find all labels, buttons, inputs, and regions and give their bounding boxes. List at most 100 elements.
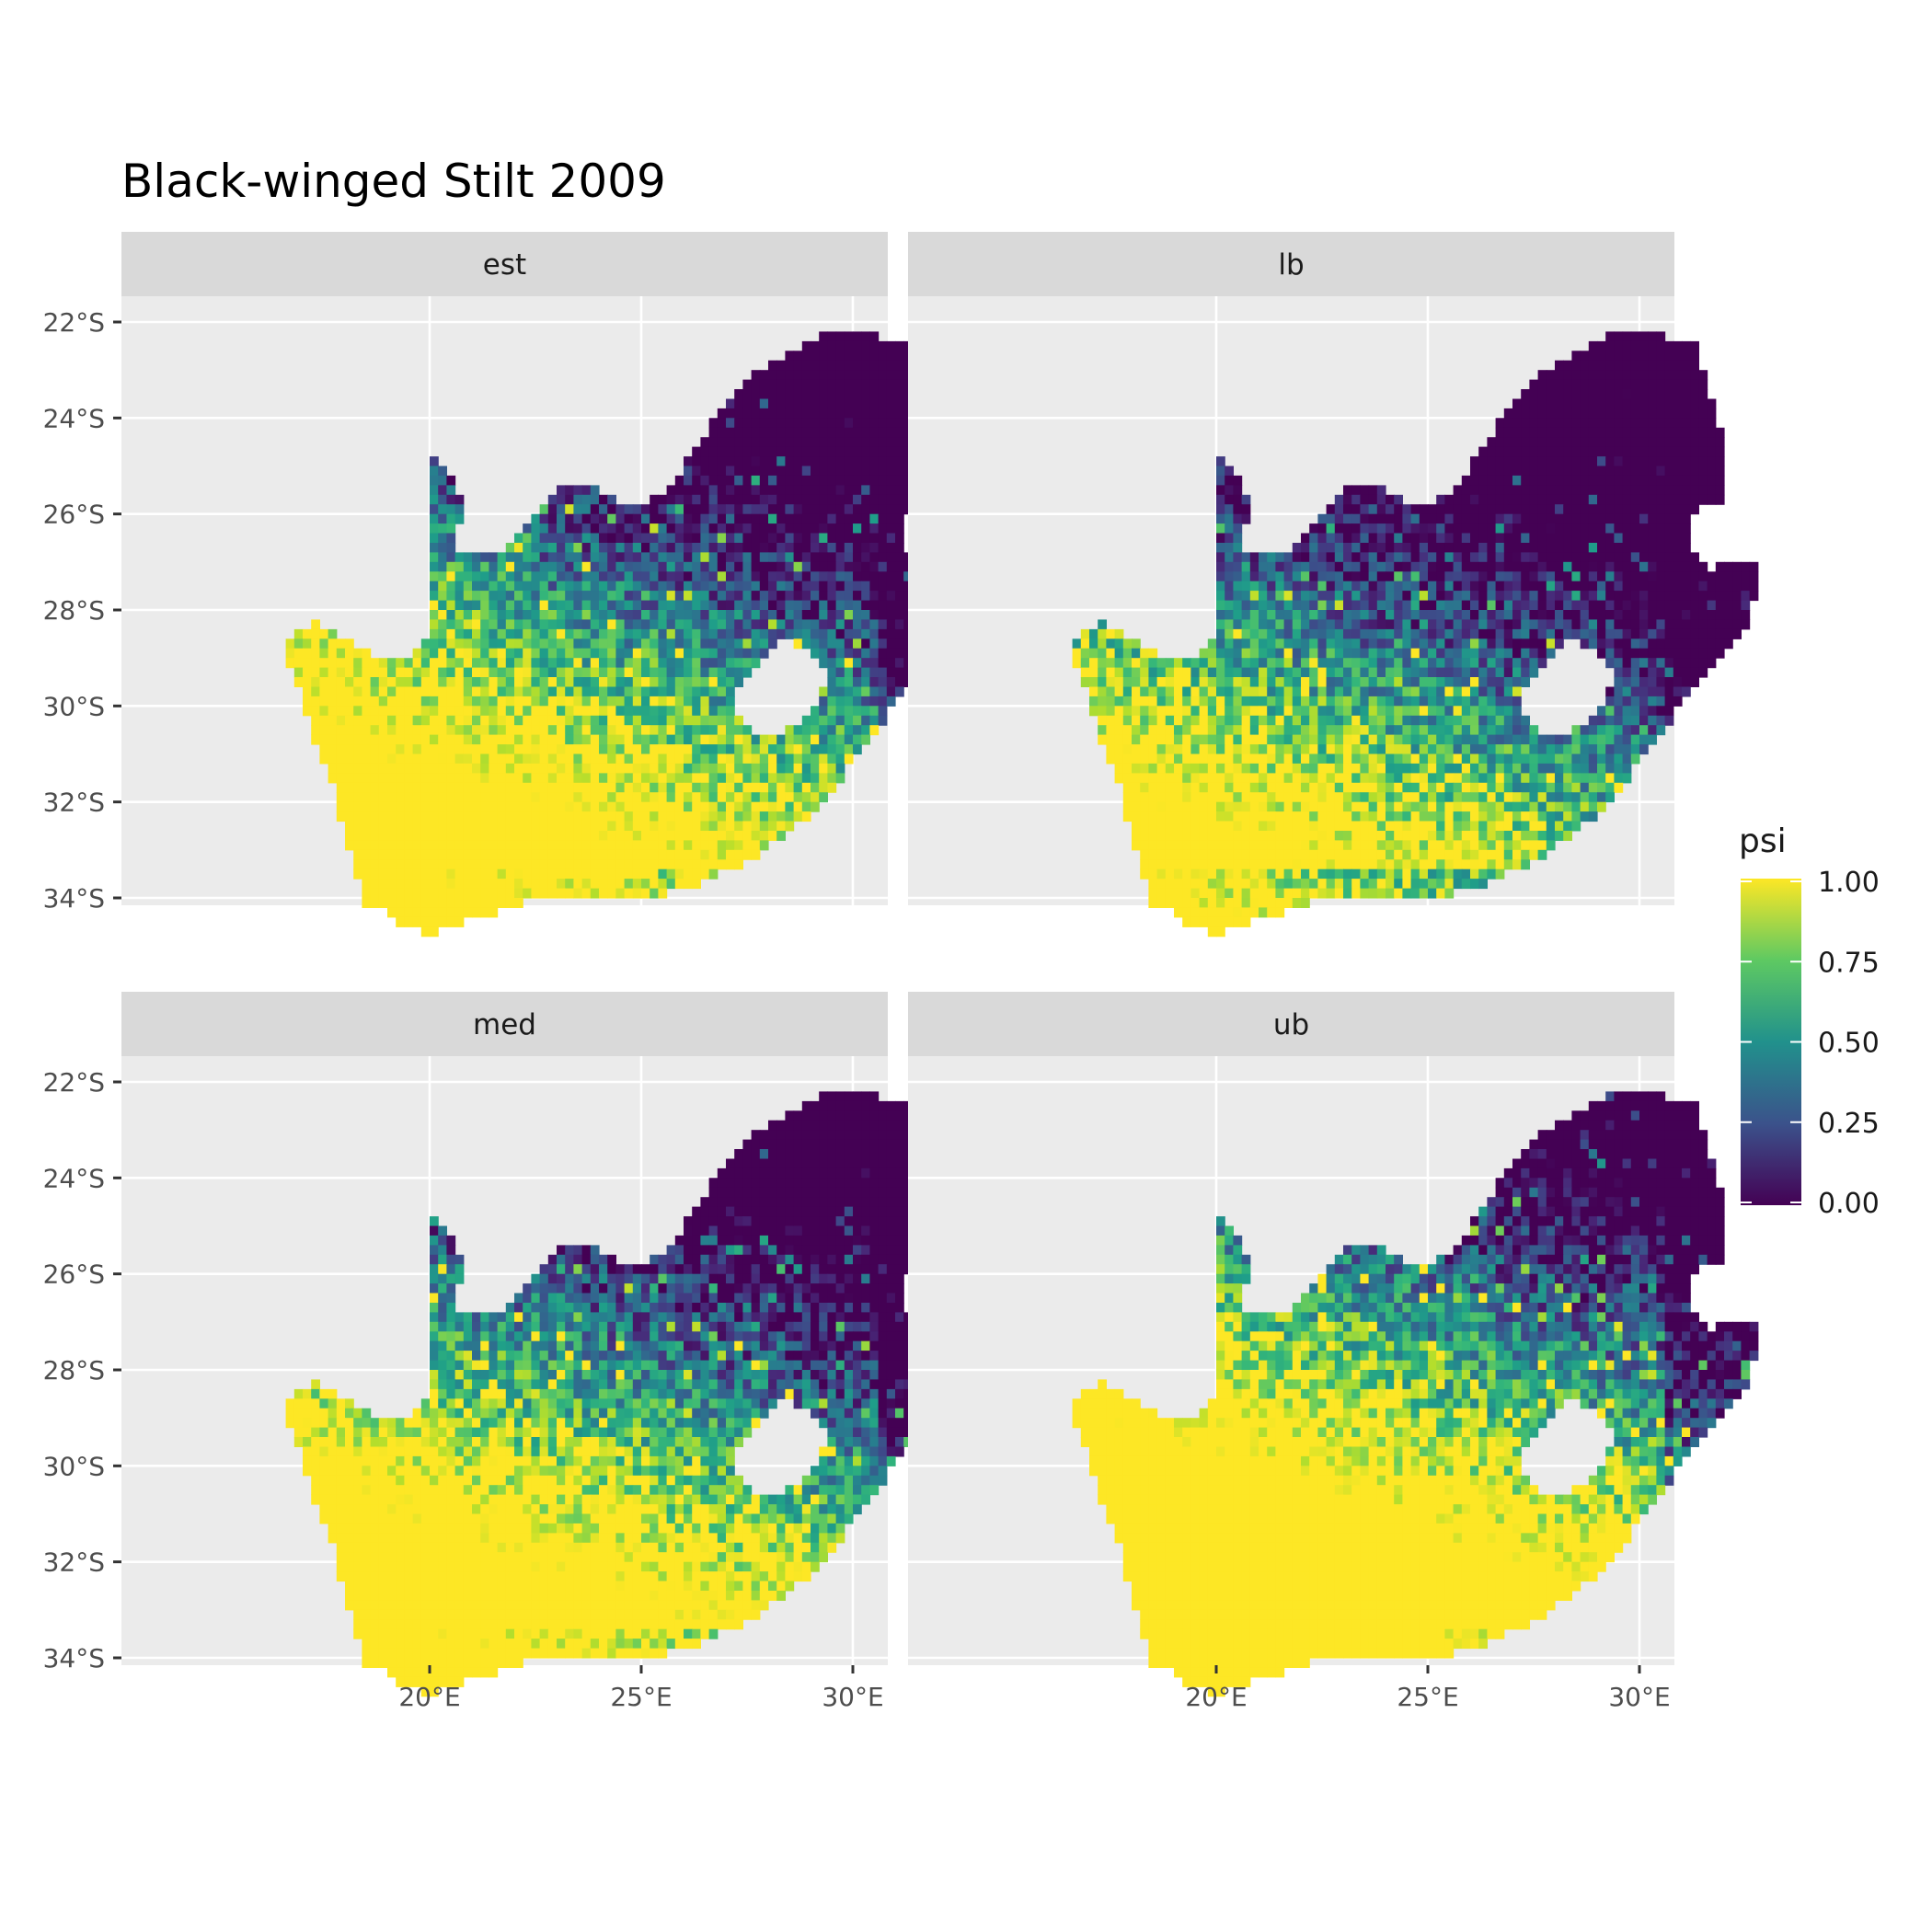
raster-cell bbox=[1148, 696, 1158, 707]
raster-cell bbox=[819, 456, 828, 467]
raster-cell bbox=[674, 571, 684, 582]
raster-cell bbox=[1225, 504, 1234, 515]
raster-cell bbox=[1470, 610, 1479, 620]
raster-cell bbox=[446, 744, 456, 755]
raster-cell bbox=[1715, 591, 1725, 602]
raster-cell bbox=[1555, 571, 1564, 582]
raster-cell bbox=[726, 849, 735, 860]
raster-cell bbox=[505, 888, 515, 899]
raster-cell bbox=[844, 571, 854, 582]
raster-cell bbox=[1444, 513, 1455, 524]
raster-cell bbox=[1521, 628, 1530, 639]
raster-cell bbox=[590, 868, 600, 880]
raster-cell bbox=[1461, 696, 1471, 707]
raster-cell bbox=[768, 494, 777, 505]
raster-cell bbox=[853, 677, 862, 687]
raster-cell bbox=[319, 706, 329, 717]
raster-cell bbox=[717, 504, 727, 515]
raster-cell bbox=[311, 638, 320, 650]
raster-cell bbox=[362, 868, 372, 880]
raster-cell bbox=[1351, 686, 1361, 697]
raster-cell bbox=[1436, 571, 1445, 582]
raster-cell bbox=[590, 513, 600, 524]
raster-cell bbox=[1182, 677, 1191, 687]
raster-cell bbox=[708, 600, 719, 611]
raster-cell bbox=[726, 610, 735, 620]
raster-cell bbox=[565, 552, 574, 563]
raster-cell bbox=[557, 801, 566, 812]
raster-cell bbox=[844, 408, 854, 419]
raster-cell bbox=[539, 879, 549, 890]
raster-cell bbox=[1351, 610, 1361, 620]
raster-cell bbox=[742, 591, 753, 602]
raster-cell bbox=[1419, 677, 1429, 687]
raster-cell bbox=[650, 753, 659, 765]
raster-cell bbox=[1580, 351, 1590, 362]
raster-cell bbox=[1368, 504, 1378, 515]
raster-cell bbox=[1292, 706, 1302, 717]
raster-cell bbox=[1241, 494, 1251, 505]
raster-cell bbox=[615, 868, 626, 880]
raster-cell bbox=[700, 475, 710, 486]
raster-cell bbox=[1106, 734, 1116, 745]
raster-cell bbox=[1529, 744, 1539, 755]
raster-cell bbox=[505, 782, 515, 793]
raster-cell bbox=[370, 840, 380, 851]
raster-cell bbox=[1428, 600, 1437, 611]
raster-cell bbox=[1343, 706, 1352, 717]
raster-cell bbox=[1351, 667, 1361, 678]
raster-cell bbox=[430, 533, 439, 544]
raster-cell bbox=[1165, 734, 1175, 745]
raster-cell bbox=[404, 782, 414, 793]
raster-cell bbox=[1690, 466, 1699, 477]
raster-cell bbox=[1182, 744, 1191, 755]
raster-cell bbox=[1334, 696, 1344, 707]
raster-cell bbox=[1267, 628, 1276, 639]
raster-cell bbox=[819, 638, 828, 650]
raster-cell bbox=[514, 898, 523, 908]
raster-cell bbox=[531, 581, 541, 592]
raster-cell bbox=[1216, 494, 1225, 505]
raster-cell bbox=[1580, 475, 1590, 486]
raster-cell bbox=[1216, 725, 1225, 736]
raster-cell bbox=[726, 831, 735, 841]
raster-cell bbox=[844, 610, 854, 620]
raster-cell bbox=[853, 533, 862, 544]
raster-cell bbox=[801, 600, 811, 611]
raster-cell bbox=[1639, 418, 1649, 429]
raster-cell bbox=[1664, 379, 1674, 390]
raster-cell bbox=[717, 591, 727, 602]
raster-cell bbox=[1512, 638, 1522, 650]
raster-cell bbox=[768, 744, 777, 755]
raster-cell bbox=[666, 773, 676, 784]
raster-cell bbox=[1495, 561, 1505, 572]
raster-cell bbox=[1368, 734, 1378, 745]
raster-cell bbox=[1487, 523, 1497, 535]
raster-cell bbox=[607, 638, 616, 650]
raster-cell bbox=[1588, 513, 1598, 524]
raster-cell bbox=[1225, 533, 1234, 544]
raster-cell bbox=[438, 725, 447, 736]
raster-cell bbox=[878, 677, 888, 687]
raster-cell bbox=[1165, 715, 1175, 726]
raster-cell bbox=[1707, 638, 1717, 650]
raster-cell bbox=[590, 801, 600, 812]
raster-cell bbox=[793, 475, 803, 486]
raster-cell bbox=[768, 533, 777, 544]
raster-cell bbox=[1343, 753, 1352, 765]
raster-cell bbox=[768, 485, 777, 496]
raster-cell bbox=[446, 581, 456, 592]
raster-cell bbox=[1529, 734, 1539, 745]
raster-cell bbox=[895, 543, 904, 553]
raster-cell bbox=[438, 821, 447, 832]
raster-cell bbox=[1707, 398, 1717, 409]
raster-cell bbox=[1410, 753, 1420, 765]
raster-cell bbox=[480, 907, 489, 918]
raster-cell bbox=[505, 840, 515, 851]
raster-cell bbox=[751, 513, 761, 524]
raster-cell bbox=[1148, 686, 1158, 697]
raster-cell bbox=[734, 725, 743, 736]
raster-cell bbox=[1512, 696, 1522, 707]
raster-cell bbox=[1478, 619, 1488, 630]
raster-cell bbox=[1317, 561, 1328, 572]
